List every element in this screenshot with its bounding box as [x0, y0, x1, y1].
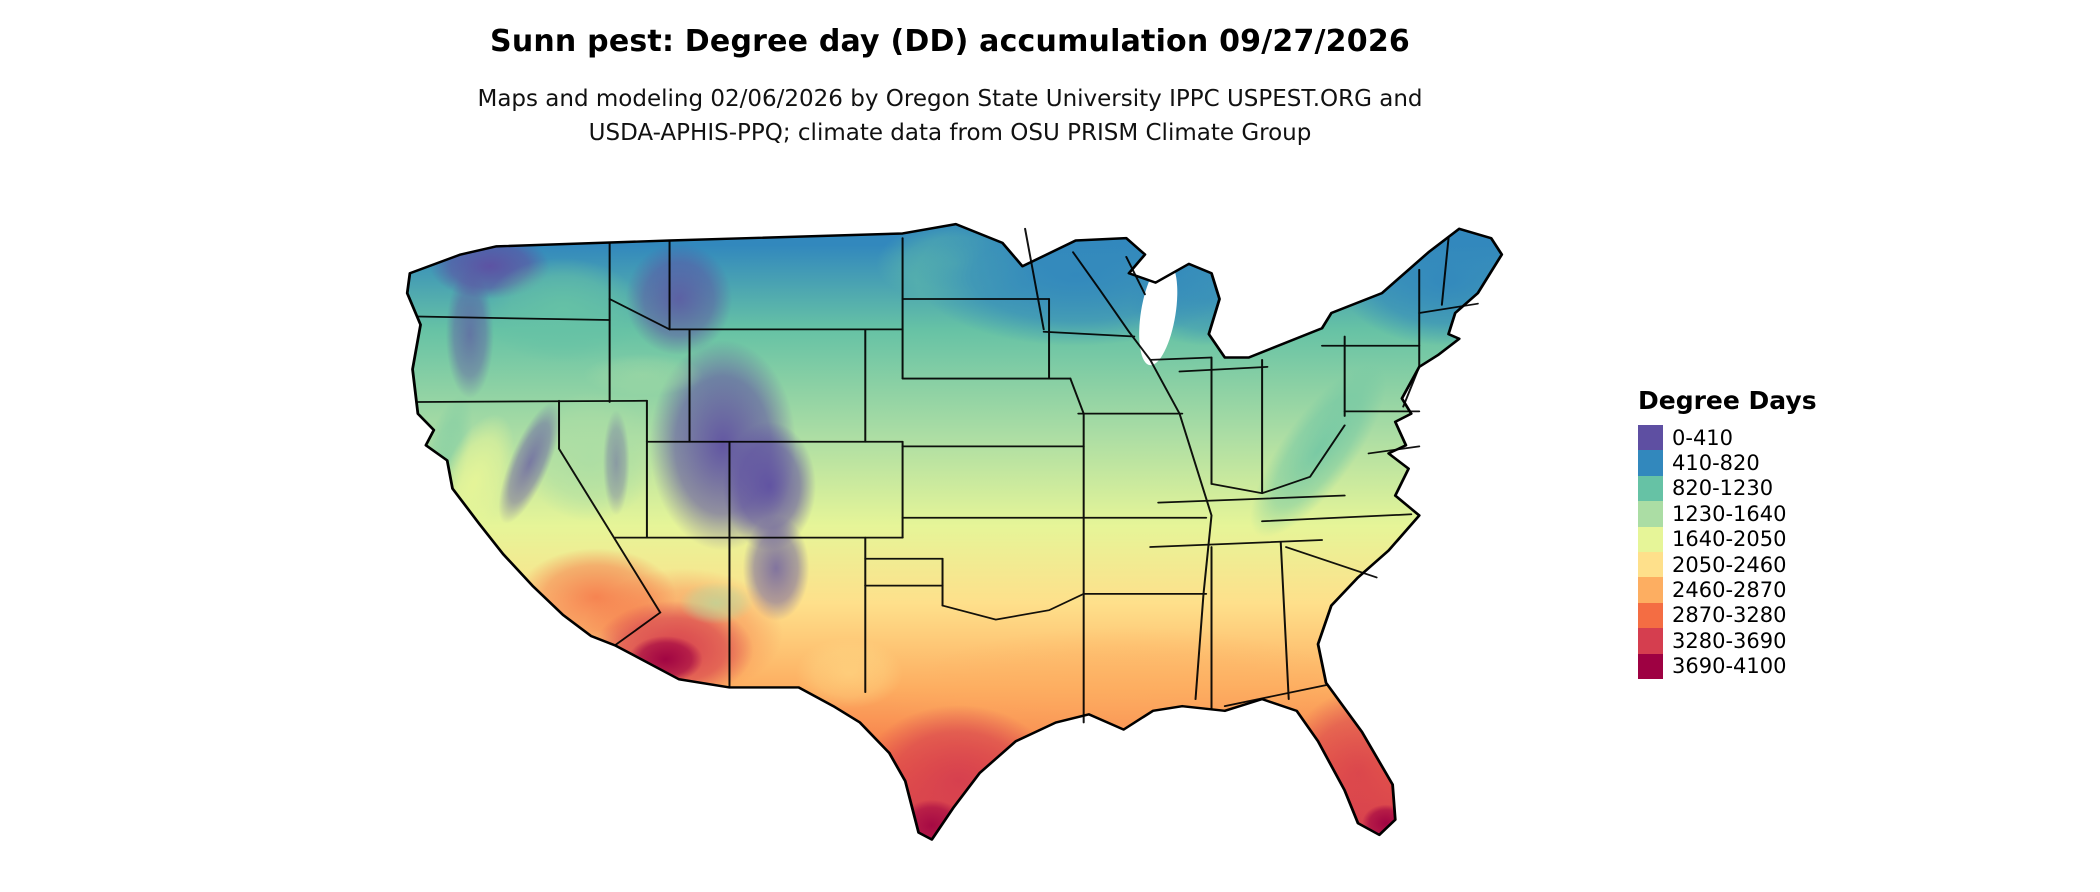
legend-label: 3690-4100: [1672, 654, 1787, 679]
legend-swatch: [1638, 551, 1663, 578]
legend-swatch: [1638, 526, 1663, 552]
legend-label: 2050-2460: [1672, 552, 1787, 577]
us-degree-day-map: [330, 182, 1595, 884]
legend: Degree Days 0-410 410-820 820-1230 1230-…: [1638, 386, 1817, 679]
legend-label: 0-410: [1672, 425, 1734, 450]
subtitle-line-2: USDA-APHIS-PPQ; climate data from OSU PR…: [588, 120, 1312, 146]
legend-label: 3280-3690: [1672, 628, 1787, 653]
legend-row: 3280-3690: [1638, 628, 1817, 654]
state-borders: [416, 227, 1479, 724]
legend-row: 410-820: [1638, 450, 1817, 476]
lake-michigan: [1139, 260, 1178, 366]
us-outline: [405, 222, 1504, 841]
legend-swatch: [1638, 653, 1663, 679]
legend-row: 2460-2870: [1638, 577, 1817, 603]
legend-swatch: [1638, 501, 1663, 527]
legend-swatch: [1638, 602, 1663, 629]
subtitle-line-1: Maps and modeling 02/06/2026 by Oregon S…: [477, 86, 1423, 112]
legend-label: 410-820: [1672, 451, 1760, 476]
legend-label: 1640-2050: [1672, 527, 1787, 552]
us-map-svg: [405, 222, 1504, 841]
page-title: Sunn pest: Degree day (DD) accumulation …: [490, 24, 1410, 59]
legend-swatch: [1638, 450, 1663, 476]
legend-row: 3690-4100: [1638, 653, 1817, 679]
legend-swatch: [1638, 628, 1663, 654]
subtitle: Maps and modeling 02/06/2026 by Oregon S…: [0, 82, 1900, 150]
legend-swatch: [1638, 475, 1663, 502]
legend-title: Degree Days: [1638, 386, 1817, 415]
legend-label: 820-1230: [1672, 476, 1774, 501]
legend-row: 1230-1640: [1638, 501, 1817, 527]
legend-label: 2460-2870: [1672, 578, 1787, 603]
legend-row: 0-410: [1638, 425, 1817, 451]
legend-swatch: [1638, 577, 1663, 603]
legend-row: 1640-2050: [1638, 526, 1817, 552]
legend-row: 2050-2460: [1638, 551, 1817, 578]
legend-row: 820-1230: [1638, 475, 1817, 502]
legend-swatch: [1638, 425, 1663, 451]
legend-label: 1230-1640: [1672, 501, 1787, 526]
legend-row: 2870-3280: [1638, 602, 1817, 629]
legend-label: 2870-3280: [1672, 603, 1787, 628]
